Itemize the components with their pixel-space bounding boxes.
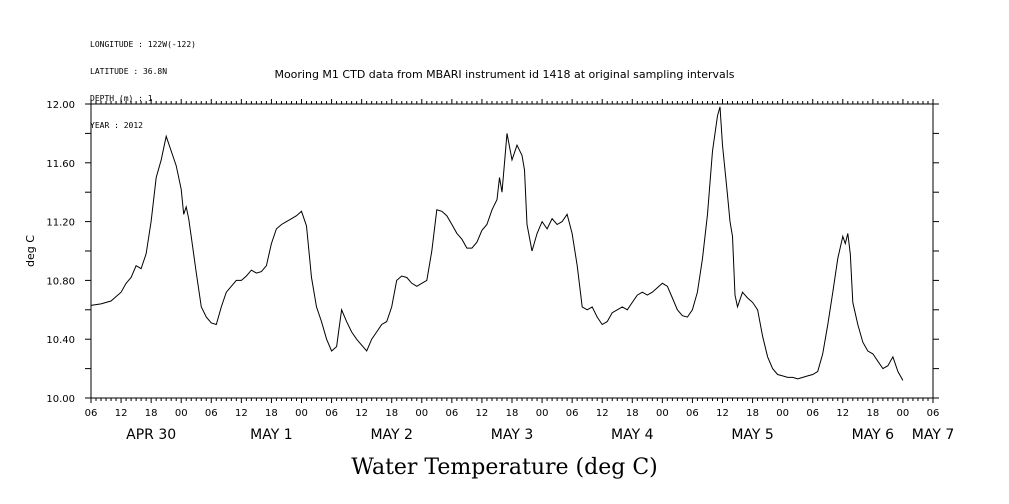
y-tick-label: 11.60: [46, 159, 75, 170]
x-tick-label: 12: [355, 408, 368, 419]
x-tick-label: 00: [656, 408, 669, 419]
x-tick-label: 12: [836, 408, 849, 419]
x-tick-label: 00: [897, 408, 910, 419]
x-tick-label: 06: [566, 408, 579, 419]
metadata-block: LONGITUDE : 122W(-122) LATITUDE : 36.8N …: [90, 22, 196, 139]
x-tick-label: 06: [927, 408, 940, 419]
x-tick-label: 06: [85, 408, 98, 419]
day-label: MAY 5: [731, 427, 773, 443]
x-tick-label: 00: [295, 408, 308, 419]
x-tick-label: 12: [115, 408, 128, 419]
x-tick-label: 00: [536, 408, 549, 419]
chart-title: Mooring M1 CTD data from MBARI instrumen…: [274, 68, 735, 81]
x-tick-label: 18: [265, 408, 278, 419]
x-tick-label: 18: [746, 408, 759, 419]
x-tick-label: 12: [716, 408, 729, 419]
x-tick-label: 18: [866, 408, 879, 419]
x-tick-label: 12: [235, 408, 248, 419]
y-tick-label: 10.80: [46, 276, 75, 287]
x-tick-label: 00: [776, 408, 789, 419]
x-tick-label: 18: [626, 408, 639, 419]
x-axis-label: Water Temperature (deg C): [351, 455, 658, 480]
x-tick-label: 18: [145, 408, 158, 419]
x-tick-label: 00: [175, 408, 188, 419]
day-label: MAY 4: [611, 427, 654, 443]
meta-year: YEAR : 2012: [90, 121, 143, 130]
y-axis-label: deg C: [24, 235, 37, 267]
meta-longitude: LONGITUDE : 122W(-122): [90, 40, 196, 49]
y-tick-label: 12.00: [46, 100, 75, 111]
day-label: MAY 7: [912, 427, 954, 443]
x-tick-label: 12: [476, 408, 489, 419]
day-label: MAY 3: [491, 427, 533, 443]
x-tick-label: 12: [596, 408, 609, 419]
y-tick-label: 10.40: [46, 335, 75, 346]
y-tick-labels: 10.00 10.40 10.80 11.20 11.60 12.00: [46, 100, 75, 405]
x-tick-label: 00: [415, 408, 428, 419]
x-tick-label: 06: [445, 408, 458, 419]
x-tick-label: 18: [385, 408, 398, 419]
x-tick-label: 06: [205, 408, 218, 419]
series-line: [90, 106, 904, 381]
x-tick-labels: 06 12 18 00 06 12 18 00 06 12 18 00 06 12 18 00 06 12 18 00…: [85, 408, 940, 419]
x-tick-label: 06: [686, 408, 699, 419]
y-tick-label: 10.00: [46, 394, 75, 405]
x-tick-label: 06: [806, 408, 819, 419]
day-labels: APR 30 MAY 1 MAY 2 MAY 3 MAY 4 MAY 5 MAY 6 MAY …: [126, 427, 954, 443]
day-label: APR 30: [126, 427, 176, 443]
day-label: MAY 6: [852, 427, 895, 443]
meta-latitude: LATITUDE : 36.8N: [90, 67, 168, 76]
plot-frame: [90, 103, 934, 399]
axis-ticks: [85, 99, 939, 403]
x-tick-label: 06: [325, 408, 338, 419]
x-tick-label: 18: [506, 408, 519, 419]
meta-depth: DEPTH (m) : 1: [90, 94, 153, 103]
day-label: MAY 1: [250, 427, 292, 443]
y-tick-label: 11.20: [46, 218, 75, 229]
day-label: MAY 2: [370, 427, 412, 443]
